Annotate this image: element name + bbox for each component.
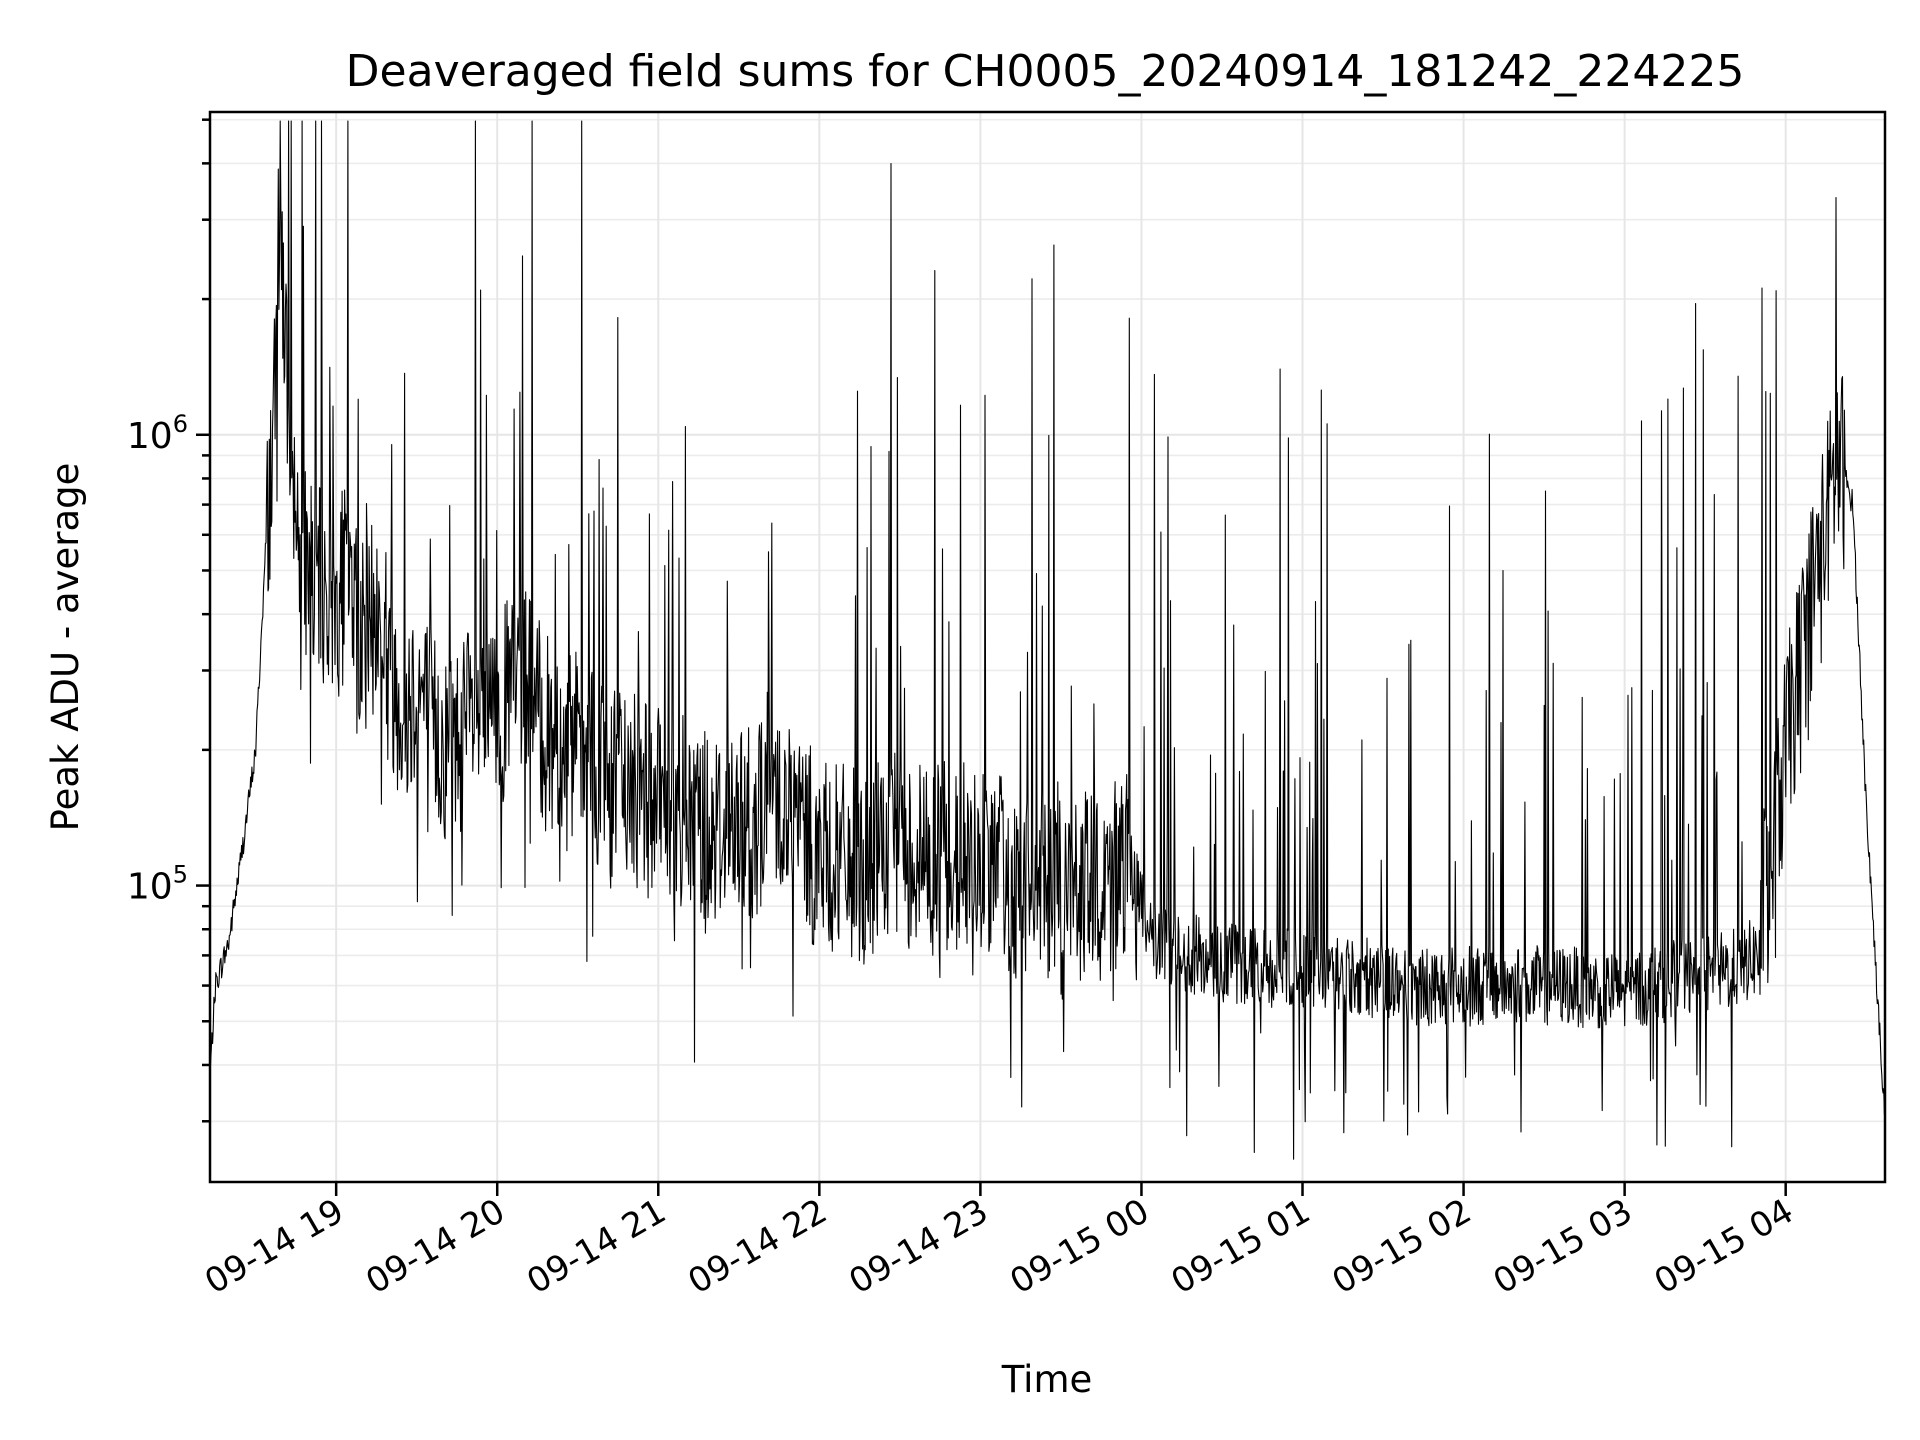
x-tick-label: 09-15 02 xyxy=(1326,1191,1478,1302)
x-tick-label: 09-14 19 xyxy=(198,1191,350,1302)
axes-frame xyxy=(208,110,1887,1184)
x-tick-label: 09-15 03 xyxy=(1487,1191,1639,1302)
x-axis-ticks: 09-14 19 09-14 20 09-14 21 09-14 22 09-14 23… xyxy=(198,1182,1800,1302)
y-axis-ticks: 105 106 xyxy=(127,118,210,1123)
series-line xyxy=(209,120,1886,1160)
x-tick-label: 09-14 23 xyxy=(842,1191,994,1302)
plot-area xyxy=(209,120,1886,1160)
x-tick-label: 09-15 04 xyxy=(1648,1191,1800,1302)
x-tick-label: 09-14 21 xyxy=(520,1191,672,1302)
axes xyxy=(208,110,1887,1184)
x-tick-label: 09-14 22 xyxy=(681,1191,833,1302)
grid xyxy=(210,112,1885,1182)
y-tick-label: 105 xyxy=(127,861,188,908)
x-tick-label: 09-15 00 xyxy=(1004,1191,1156,1302)
y-axis-label: Peak ADU - average xyxy=(44,463,87,832)
x-tick-label: 09-14 20 xyxy=(359,1191,511,1302)
x-axis-label: Time xyxy=(1001,1358,1093,1401)
chart-title: Deaveraged field sums for CH0005_2024091… xyxy=(346,46,1745,97)
x-tick-label: 09-15 01 xyxy=(1165,1191,1317,1302)
y-tick-label: 106 xyxy=(127,410,188,457)
